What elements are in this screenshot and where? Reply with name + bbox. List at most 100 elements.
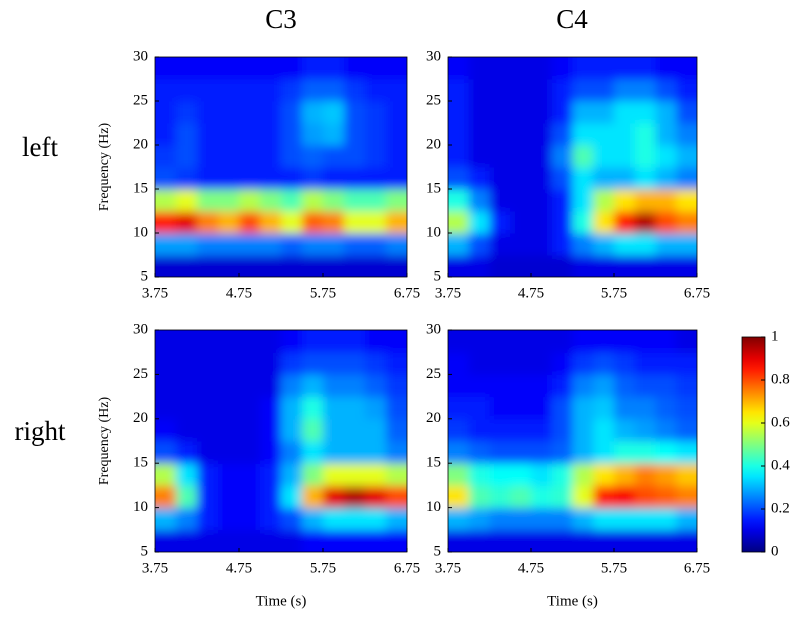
cell	[344, 485, 366, 509]
heatmap	[448, 57, 697, 277]
cell	[572, 123, 594, 146]
cell	[448, 441, 470, 464]
cell	[531, 79, 553, 102]
cell	[448, 463, 470, 486]
cell	[655, 396, 677, 420]
cell	[281, 167, 303, 190]
cell	[489, 101, 511, 124]
cell	[386, 189, 407, 212]
cell	[155, 529, 177, 552]
cell	[655, 529, 677, 552]
cell	[489, 374, 511, 398]
cell	[614, 352, 636, 375]
cell	[468, 79, 490, 102]
cell	[593, 507, 615, 531]
cell	[176, 485, 198, 509]
cell	[281, 463, 303, 486]
cell	[218, 352, 240, 375]
cell	[676, 529, 697, 552]
cell	[489, 123, 511, 146]
cell	[593, 463, 615, 486]
cell	[365, 167, 387, 190]
cell	[551, 418, 573, 442]
cell	[655, 79, 677, 102]
cell	[386, 79, 407, 102]
cell	[551, 79, 573, 102]
cell	[551, 441, 573, 464]
cell	[489, 418, 511, 442]
cell	[468, 189, 490, 212]
cell	[489, 211, 511, 234]
cell	[344, 374, 366, 398]
cell	[260, 101, 282, 124]
y-tick-label: 10	[133, 499, 148, 515]
x-tick-label: 4.75	[226, 285, 252, 301]
x-tick-label: 3.75	[142, 560, 168, 576]
cell	[302, 57, 324, 80]
cell	[386, 255, 407, 277]
x-tick-label: 5.75	[310, 560, 336, 576]
cell	[155, 330, 177, 353]
cell	[510, 233, 532, 256]
cell	[239, 485, 261, 509]
y-tick-label: 20	[426, 410, 441, 426]
cell	[655, 123, 677, 146]
cell	[614, 167, 636, 190]
cell	[155, 123, 177, 146]
cell	[197, 374, 219, 398]
cell	[655, 463, 677, 486]
cell	[365, 330, 387, 353]
cell	[260, 374, 282, 398]
cell	[302, 463, 324, 486]
colorbar-tick-label: 0	[771, 543, 779, 559]
cell	[344, 79, 366, 102]
cell	[365, 101, 387, 124]
heatmap	[155, 57, 407, 277]
cell	[448, 330, 470, 353]
cells	[448, 330, 697, 552]
cell	[155, 101, 177, 124]
cell	[176, 330, 198, 353]
cell	[323, 529, 345, 552]
cell	[448, 485, 470, 509]
cell	[531, 145, 553, 168]
cell	[197, 79, 219, 102]
cell	[176, 507, 198, 531]
cell	[510, 485, 532, 509]
cell	[448, 189, 470, 212]
cell	[676, 507, 697, 531]
cell	[593, 233, 615, 256]
cell	[468, 463, 490, 486]
cell	[614, 145, 636, 168]
cell	[531, 211, 553, 234]
cell	[344, 418, 366, 442]
cell	[634, 79, 656, 102]
cell	[239, 352, 261, 375]
cell	[197, 441, 219, 464]
cell	[197, 330, 219, 353]
cell	[302, 374, 324, 398]
cell	[155, 189, 177, 212]
cell	[176, 418, 198, 442]
cell	[614, 418, 636, 442]
frame	[154, 56, 408, 278]
cell	[281, 507, 303, 531]
cell	[551, 352, 573, 375]
x-tick-label: 6.75	[394, 285, 420, 301]
cell	[448, 233, 470, 256]
cell	[197, 211, 219, 234]
cell	[365, 189, 387, 212]
cell	[593, 352, 615, 375]
cell	[551, 330, 573, 353]
cell	[593, 145, 615, 168]
cell	[302, 145, 324, 168]
cell	[302, 485, 324, 509]
cell	[260, 441, 282, 464]
cell	[489, 145, 511, 168]
cell	[218, 374, 240, 398]
cell	[323, 167, 345, 190]
cell	[155, 352, 177, 375]
cell	[155, 255, 177, 277]
cell	[281, 211, 303, 234]
cell	[448, 79, 470, 102]
